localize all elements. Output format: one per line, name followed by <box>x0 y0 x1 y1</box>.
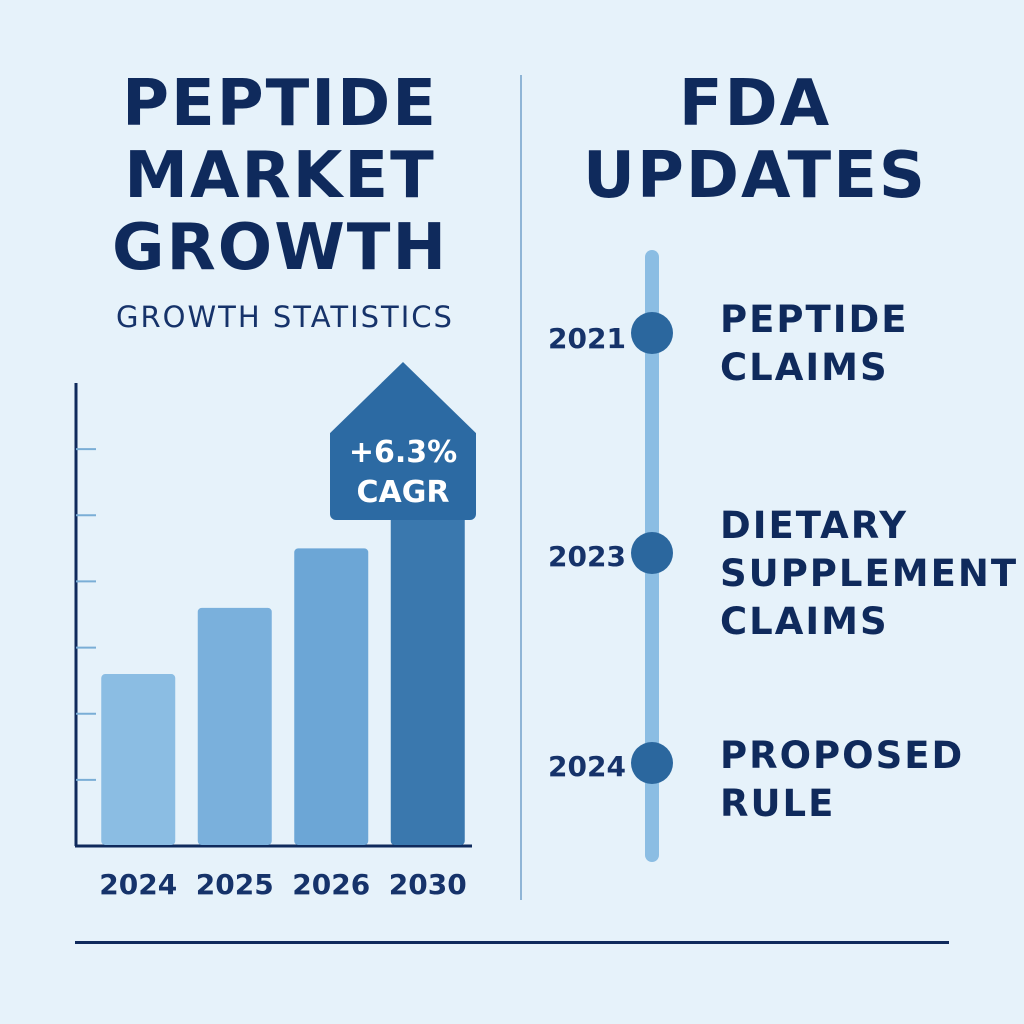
chart-title-line: GROWTH <box>111 211 449 285</box>
chart-title-line: PEPTIDE <box>122 67 438 141</box>
bar <box>197 607 272 845</box>
timeline-label: DIETARY SUPPLEMENT CLAIMS <box>720 502 1019 646</box>
x-tick-label: 2025 <box>196 868 274 901</box>
timeline-dot <box>631 742 673 784</box>
panel-divider <box>520 75 522 900</box>
timeline-dot <box>631 532 673 574</box>
chart-title: PEPTIDE MARKET GROWTH <box>60 68 500 284</box>
cagr-value: +6.3% <box>348 435 458 470</box>
timeline-label-line: SUPPLEMENT <box>720 552 1019 595</box>
x-tick-label: 2024 <box>99 868 177 901</box>
timeline-label: PROPOSED RULE <box>720 732 1010 828</box>
bar <box>390 495 465 845</box>
timeline-label-line: CLAIMS <box>720 600 889 643</box>
x-tick-label: 2030 <box>389 868 467 901</box>
cagr-label: CAGR <box>356 475 450 510</box>
timeline-year: 2023 <box>548 540 626 573</box>
timeline-year: 2021 <box>548 322 626 355</box>
bar <box>101 674 176 845</box>
timeline-dot <box>631 312 673 354</box>
timeline-title-line: UPDATES <box>582 139 928 213</box>
timeline-label-line: PROPOSED <box>720 734 965 777</box>
chart-title-line: MARKET <box>124 139 436 213</box>
timeline-title-line: FDA <box>678 67 832 141</box>
bar-chart: 2024 2025 2026 2030 <box>74 383 472 901</box>
timeline-label-line: PEPTIDE <box>720 298 909 341</box>
timeline-title: FDA UPDATES <box>560 68 950 212</box>
bar <box>294 548 369 845</box>
x-tick-label: 2026 <box>292 868 370 901</box>
chart-subtitle: GROWTH STATISTICS <box>116 300 454 334</box>
timeline-year: 2024 <box>548 750 626 783</box>
timeline-label: PEPTIDE CLAIMS <box>720 296 1010 392</box>
timeline-label-line: RULE <box>720 782 836 825</box>
timeline-label-line: CLAIMS <box>720 346 889 389</box>
bottom-rule <box>75 941 949 944</box>
timeline-label-line: DIETARY <box>720 504 909 547</box>
